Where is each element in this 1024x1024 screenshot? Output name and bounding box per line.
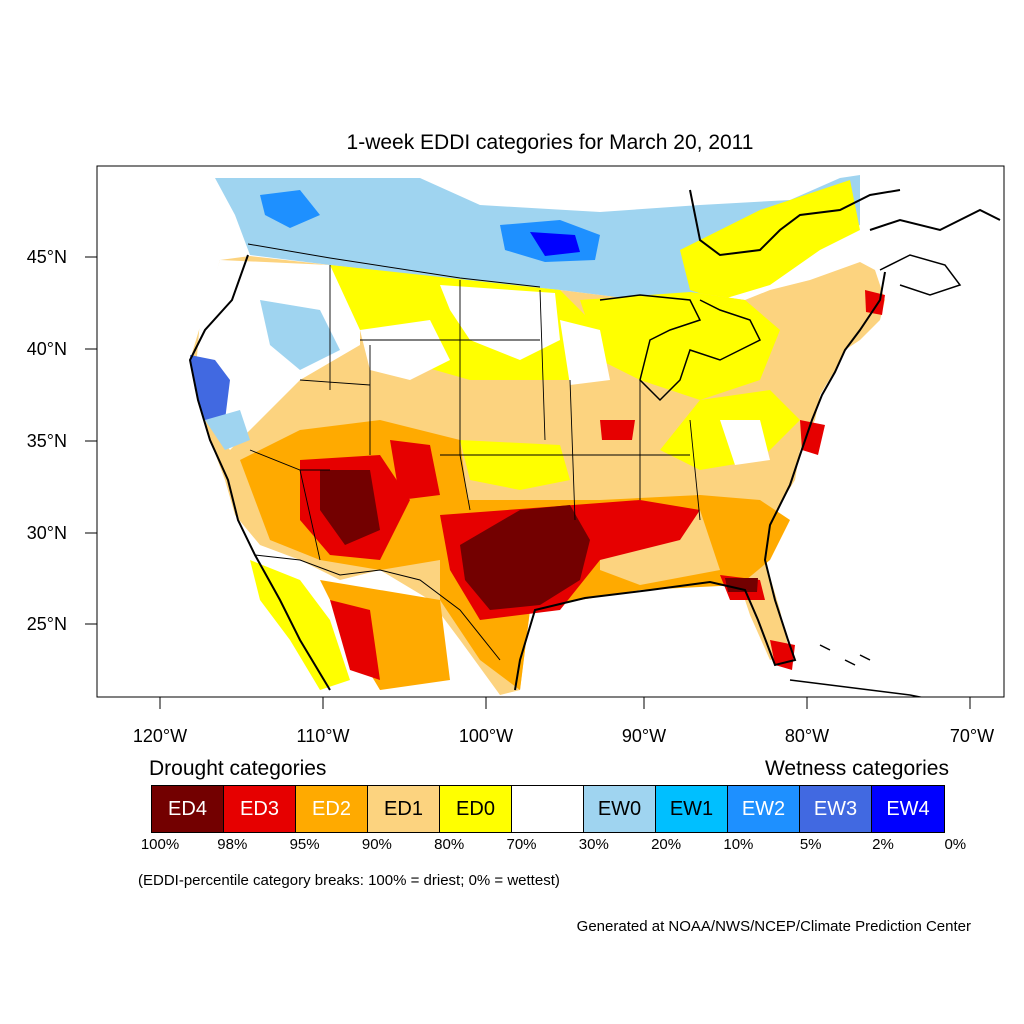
fl-tip-red	[770, 640, 795, 670]
drought-caption: Drought categories	[149, 757, 327, 780]
lat-label-40: 40°N	[27, 339, 67, 359]
map-area	[188, 175, 1001, 697]
az-darkred	[320, 470, 380, 545]
lon-label-100: 100°W	[459, 726, 513, 746]
legend-swatch-ew1: EW1	[656, 786, 728, 832]
lat-label-45: 45°N	[27, 247, 67, 267]
hudson-coast	[689, 189, 901, 257]
legend-swatch-neutral	[512, 786, 584, 832]
canada-east-coast	[869, 208, 1001, 232]
lat-label-35: 35°N	[27, 431, 67, 451]
category-note: (EDDI-percentile category breaks: 100% =…	[138, 872, 560, 889]
map-title: 1-week EDDI categories for March 20, 201…	[346, 131, 754, 154]
break-label: 90%	[361, 836, 392, 853]
break-label: 100%	[140, 836, 180, 853]
break-label: 80%	[434, 836, 465, 853]
legend-swatch-ew3: EW3	[800, 786, 872, 832]
lon-label-90: 90°W	[622, 726, 666, 746]
legend-swatch-ew4: EW4	[872, 786, 944, 832]
lon-label-70: 70°W	[950, 726, 994, 746]
legend-swatch-ed1: ED1	[368, 786, 440, 832]
lon-ticks	[159, 697, 971, 709]
break-label: 70%	[506, 836, 537, 853]
wetness-caption: Wetness categories	[764, 757, 949, 780]
lat-ticks	[85, 256, 97, 625]
west-coast-light	[205, 410, 250, 450]
break-label: 10%	[723, 836, 754, 853]
canada-blue-core	[530, 232, 580, 256]
fl-darkred	[725, 578, 758, 592]
category-legend: ED4 ED3 ED2 ED1 ED0 EW0 EW1 EW2 EW3 EW4	[151, 785, 945, 833]
break-label: 2%	[872, 836, 894, 853]
break-label: 95%	[289, 836, 320, 853]
west-white	[195, 260, 360, 450]
credit-text: Generated at NOAA/NWS/NCEP/Climate Predi…	[576, 918, 971, 935]
legend-swatch-ew0: EW0	[584, 786, 656, 832]
legend-swatch-ed2: ED2	[296, 786, 368, 832]
tx-darkred	[460, 505, 590, 610]
legend-swatch-ed4: ED4	[152, 786, 224, 832]
great-lakes	[599, 294, 762, 402]
state-lines	[249, 265, 701, 561]
coastline-west	[188, 254, 331, 691]
lat-label-30: 30°N	[27, 523, 67, 543]
legend-swatch-ew2: EW2	[728, 786, 800, 832]
nova-scotia	[879, 254, 962, 296]
lon-label-120: 120°W	[133, 726, 187, 746]
legend-swatch-ed3: ED3	[224, 786, 296, 832]
plains-yellow	[460, 440, 570, 490]
midwest-yellow	[580, 292, 780, 400]
break-label: 0%	[944, 836, 967, 853]
break-label: 98%	[217, 836, 248, 853]
break-label: 30%	[578, 836, 609, 853]
break-label: 20%	[651, 836, 682, 853]
midwest-white	[560, 320, 610, 385]
break-label: 5%	[799, 836, 822, 853]
ohio-white	[720, 420, 770, 465]
nplains-white	[440, 285, 560, 360]
ne-white	[360, 320, 450, 380]
us-canada-border	[247, 243, 541, 288]
nc-red	[800, 420, 825, 455]
mexico-red	[330, 600, 380, 680]
canada-blue-w	[260, 190, 320, 228]
baja-yellow	[250, 560, 350, 690]
bahamas	[819, 644, 871, 666]
legend-swatch-ed0: ED0	[440, 786, 512, 832]
map-frame	[96, 165, 1005, 698]
nm-red	[390, 440, 440, 500]
lon-label-80: 80°W	[785, 726, 829, 746]
coastline-east	[514, 271, 886, 691]
lon-label-110: 110°W	[297, 726, 350, 746]
lat-label-25: 25°N	[27, 614, 67, 634]
west-light-blue	[260, 300, 340, 370]
mo-red	[600, 420, 635, 440]
us-mexico-border	[254, 554, 501, 661]
